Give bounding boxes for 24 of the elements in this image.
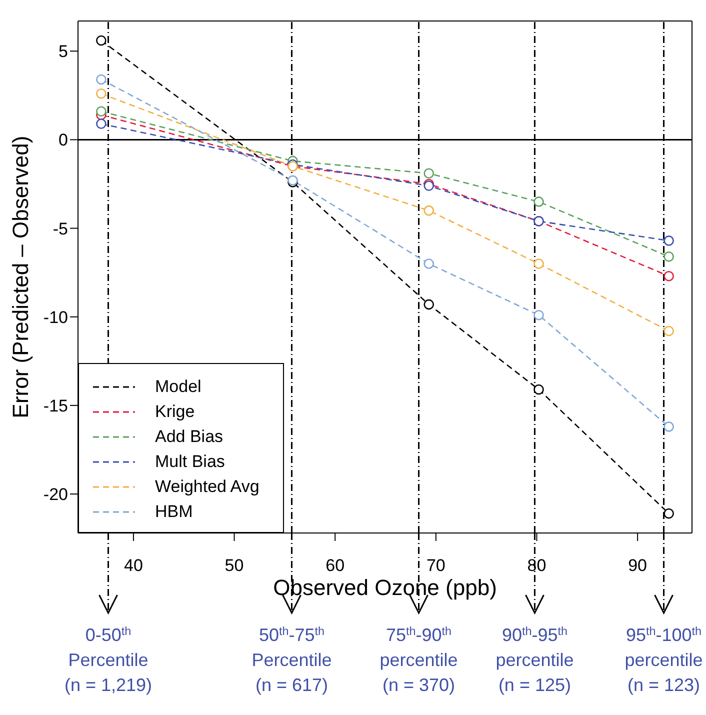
text: 50$^{th}$-75$^{th}$ Percentile (n = 617) (252, 624, 332, 695)
x-tick-label: 60 (326, 556, 345, 576)
y-tick-label: -10 (43, 308, 68, 327)
y-tick-label: -15 (43, 396, 68, 416)
y-tick-label: -5 (52, 219, 68, 238)
text: 0-50$^{th}$ Percentile (n = 1,219) (64, 624, 152, 695)
y-tick-label: 0 (58, 130, 68, 150)
y-tick-label: 5 (58, 42, 68, 62)
x-tick-label: 50 (224, 556, 244, 576)
legend-label: Mult Bias (155, 452, 225, 472)
y-tick-label: -20 (43, 485, 68, 504)
legend-label: Weighted Avg (155, 476, 260, 496)
legend-label: Add Bias (155, 426, 224, 446)
y-axis-title: Error (Predicted – Observed) (8, 136, 33, 418)
legend-label: Model (155, 376, 202, 396)
x-axis-title: Observed Ozone (ppb) (273, 575, 497, 600)
text: 95$^{th}$-100$^{th}$ percentile (n = 123) (624, 624, 703, 695)
legend-label: HBM (155, 502, 193, 522)
x-tick-label: 70 (426, 556, 446, 576)
x-tick-label: 40 (124, 556, 143, 576)
x-tick-label: 90 (628, 556, 648, 576)
text: 75$^{th}$-90$^{th}$ percentile (n = 370) (380, 624, 458, 695)
legend-label: Krige (155, 402, 195, 422)
text: 90$^{th}$-95$^{th}$ percentile (n = 125) (496, 624, 574, 695)
